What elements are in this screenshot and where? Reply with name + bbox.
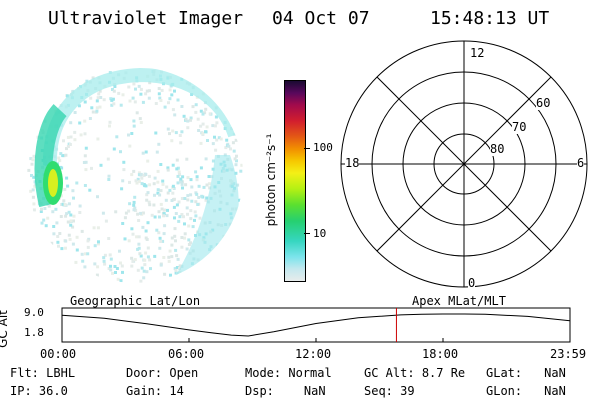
mlt-label-6: 6 (577, 156, 585, 170)
image-date: 04 Oct 07 (272, 8, 370, 29)
apex-label: Apex MLat/MLT (412, 294, 506, 308)
polar-grid (340, 40, 588, 288)
status-filter: Flt: LBHL (10, 366, 76, 380)
instrument-title: Ultraviolet Imager (48, 8, 244, 29)
status-gc-alt: GC Alt: 8.7 Re (364, 366, 466, 380)
status-glat: GLat: NaN (486, 366, 566, 380)
y-tick-label: 1.8 (24, 326, 44, 339)
x-tick-label: 00:00 (40, 347, 77, 361)
status-glon: GLon: NaN (486, 384, 566, 398)
image-time: 15:48:13 UT (430, 8, 550, 29)
y-tick-label: 9.0 (24, 306, 44, 319)
mlt-label-12: 12 (470, 46, 485, 60)
status-door: Door: Open (126, 366, 199, 380)
status-mode: Mode: Normal (245, 366, 332, 380)
altitude-plot (61, 307, 571, 343)
status-seq: Seq: 39 (364, 384, 415, 398)
lat-label-70: 70 (512, 120, 527, 134)
status-dsp: Dsp: NaN (245, 384, 326, 398)
color-scale-bar (284, 80, 306, 282)
colorbar-unit-label: photon cm⁻²s⁻¹ (264, 133, 278, 227)
mlt-label-0: 0 (468, 276, 476, 290)
altitude-plot-frame (61, 307, 571, 343)
lat-label-80: 80 (490, 142, 505, 156)
x-tick-label: 23:59 (550, 347, 587, 361)
mlt-label-18: 18 (345, 156, 360, 170)
x-tick-label: 06:00 (168, 347, 205, 361)
status-gain: Gain: 14 (126, 384, 184, 398)
status-ip: IP: 36.0 (10, 384, 68, 398)
altitude-curve (61, 313, 571, 337)
colorbar-tick-10 (304, 233, 310, 234)
colorbar-tick-100 (304, 148, 310, 149)
colorbar-tick-label: 10 (313, 227, 327, 240)
lat-label-60: 60 (536, 96, 551, 110)
x-tick-label: 12:00 (295, 347, 332, 361)
polar-diagonal (376, 76, 552, 252)
x-tick-label: 18:00 (422, 347, 459, 361)
geographic-label: Geographic Lat/Lon (70, 294, 201, 308)
y-axis-title: GC Alt (0, 310, 10, 348)
auroral-image (27, 67, 243, 283)
colorbar-tick-label: 100 (313, 141, 333, 154)
